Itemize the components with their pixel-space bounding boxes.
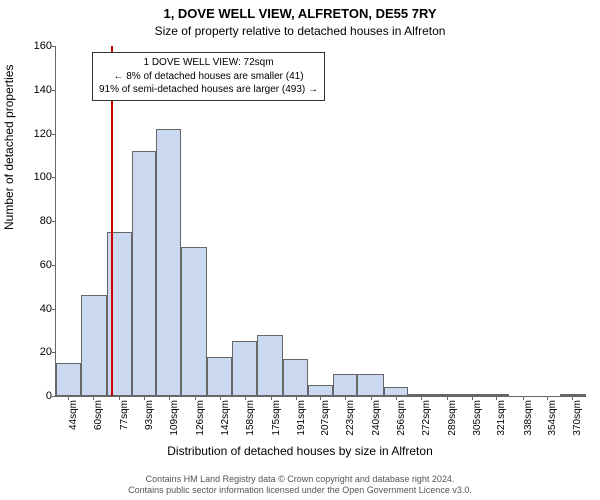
y-tick-mark: [52, 134, 56, 135]
x-tick-label: 321sqm: [496, 400, 507, 450]
x-tick-label: 109sqm: [169, 400, 180, 450]
x-tick-label: 289sqm: [447, 400, 458, 450]
x-tick-label: 191sqm: [296, 400, 307, 450]
histogram-bar: [283, 359, 308, 396]
x-tick-label: 338sqm: [523, 400, 534, 450]
x-tick-label: 370sqm: [572, 400, 583, 450]
x-tick-label: 207sqm: [320, 400, 331, 450]
y-tick-label: 100: [24, 171, 52, 183]
y-tick-mark: [52, 352, 56, 353]
histogram-bar: [81, 295, 107, 396]
plot-area: 02040608010012014016044sqm60sqm77sqm93sq…: [55, 46, 586, 397]
x-tick-label: 256sqm: [396, 400, 407, 450]
histogram-bar: [384, 387, 409, 396]
y-tick-label: 60: [24, 259, 52, 271]
x-tick-label: 60sqm: [93, 400, 104, 450]
histogram-bar: [181, 247, 207, 396]
histogram-chart: 1, DOVE WELL VIEW, ALFRETON, DE55 7RY Si…: [0, 0, 600, 500]
x-tick-label: 93sqm: [144, 400, 155, 450]
footer-attribution: Contains HM Land Registry data © Crown c…: [0, 474, 600, 497]
annotation-line-2: ← 8% of detached houses are smaller (41): [99, 70, 318, 84]
y-tick-label: 0: [24, 390, 52, 402]
y-tick-mark: [52, 177, 56, 178]
y-tick-label: 80: [24, 215, 52, 227]
chart-title-sub: Size of property relative to detached ho…: [0, 24, 600, 38]
histogram-bar: [308, 385, 333, 396]
y-tick-mark: [52, 90, 56, 91]
y-tick-label: 140: [24, 84, 52, 96]
y-tick-mark: [52, 221, 56, 222]
x-axis-label: Distribution of detached houses by size …: [0, 444, 600, 458]
x-tick-label: 158sqm: [245, 400, 256, 450]
histogram-bar: [357, 374, 383, 396]
x-tick-label: 223sqm: [345, 400, 356, 450]
histogram-bar: [257, 335, 283, 396]
x-tick-label: 272sqm: [421, 400, 432, 450]
histogram-bar: [333, 374, 358, 396]
y-tick-mark: [52, 265, 56, 266]
x-tick-label: 240sqm: [371, 400, 382, 450]
y-tick-mark: [52, 309, 56, 310]
annotation-box: 1 DOVE WELL VIEW: 72sqm ← 8% of detached…: [92, 52, 325, 101]
x-tick-label: 44sqm: [68, 400, 79, 450]
y-tick-label: 160: [24, 40, 52, 52]
footer-line-1: Contains HM Land Registry data © Crown c…: [0, 474, 600, 485]
x-tick-label: 142sqm: [220, 400, 231, 450]
histogram-bar: [156, 129, 181, 396]
x-tick-label: 354sqm: [547, 400, 558, 450]
x-tick-label: 175sqm: [271, 400, 282, 450]
footer-line-2: Contains public sector information licen…: [0, 485, 600, 496]
y-tick-mark: [52, 396, 56, 397]
histogram-bar: [207, 357, 232, 396]
histogram-bar: [232, 341, 257, 396]
annotation-line-3: 91% of semi-detached houses are larger (…: [99, 83, 318, 97]
chart-title-main: 1, DOVE WELL VIEW, ALFRETON, DE55 7RY: [0, 6, 600, 21]
histogram-bar: [56, 363, 81, 396]
y-tick-mark: [52, 46, 56, 47]
x-tick-label: 126sqm: [195, 400, 206, 450]
x-tick-label: 305sqm: [472, 400, 483, 450]
y-axis-label: Number of detached properties: [2, 65, 16, 230]
y-tick-label: 20: [24, 346, 52, 358]
y-tick-label: 40: [24, 303, 52, 315]
annotation-line-1: 1 DOVE WELL VIEW: 72sqm: [99, 56, 318, 70]
histogram-bar: [132, 151, 157, 396]
y-tick-label: 120: [24, 128, 52, 140]
x-tick-label: 77sqm: [119, 400, 130, 450]
